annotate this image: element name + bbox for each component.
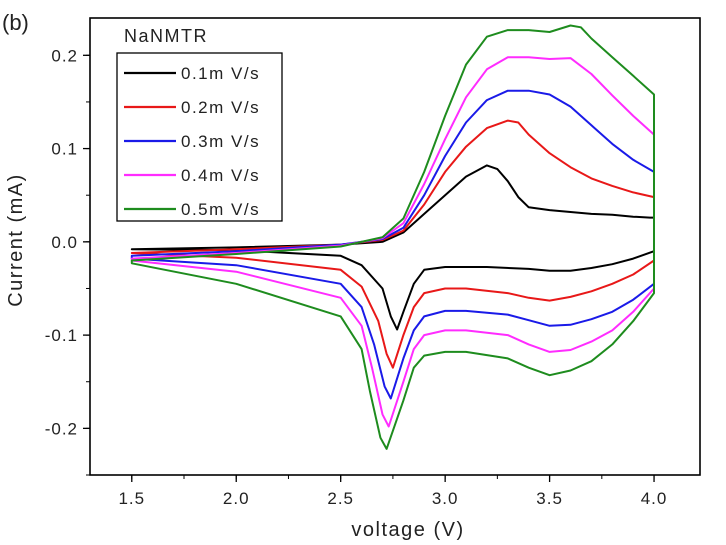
y-tick-label: -0.1 bbox=[45, 326, 78, 345]
x-tick-label: 3.5 bbox=[536, 489, 563, 508]
series-line-5 bbox=[130, 24, 655, 450]
legend: NaNMTR 0.1m V/s0.2m V/s0.3m V/s0.4m V/s0… bbox=[116, 26, 283, 222]
series-line-3 bbox=[130, 89, 655, 400]
x-tick-label: 4.0 bbox=[641, 489, 668, 508]
y-tick-label: 0.2 bbox=[51, 46, 78, 65]
series-line-2 bbox=[130, 119, 655, 369]
legend-label-2: 0.2m V/s bbox=[181, 98, 260, 117]
y-axis: -0.2 -0.1 0.0 0.1 0.2 bbox=[45, 46, 90, 476]
panel-label: (b) bbox=[2, 10, 29, 35]
x-tick-label: 1.5 bbox=[118, 489, 145, 508]
plot-frame bbox=[89, 17, 701, 476]
y-axis-title: Current (mA) bbox=[5, 173, 27, 307]
x-tick-label: 2.0 bbox=[223, 489, 250, 508]
y-tick-label: -0.2 bbox=[45, 419, 78, 438]
legend-box bbox=[116, 52, 283, 222]
x-axis: 1.5 2.0 2.5 3.0 3.5 4.0 bbox=[118, 475, 668, 508]
legend-label-1: 0.1m V/s bbox=[181, 64, 260, 83]
x-axis-title: voltage (V) bbox=[351, 519, 464, 541]
x-tick-label: 2.5 bbox=[327, 489, 354, 508]
legend-label-4: 0.4m V/s bbox=[181, 166, 260, 185]
legend-label-3: 0.3m V/s bbox=[181, 132, 260, 151]
legend-items: 0.1m V/s 0.2m V/s 0.3m V/s 0.4m V/s 0.5m V/s bbox=[124, 64, 260, 219]
x-tick-label: 3.0 bbox=[432, 489, 459, 508]
y-tick-label: 0.1 bbox=[51, 140, 78, 159]
y-tick-label: 0.0 bbox=[51, 233, 78, 252]
legend-title: NaNMTR bbox=[124, 26, 208, 46]
series-line-4 bbox=[130, 56, 655, 428]
series-layer bbox=[130, 24, 655, 450]
legend-label-5: 0.5m V/s bbox=[181, 200, 260, 219]
